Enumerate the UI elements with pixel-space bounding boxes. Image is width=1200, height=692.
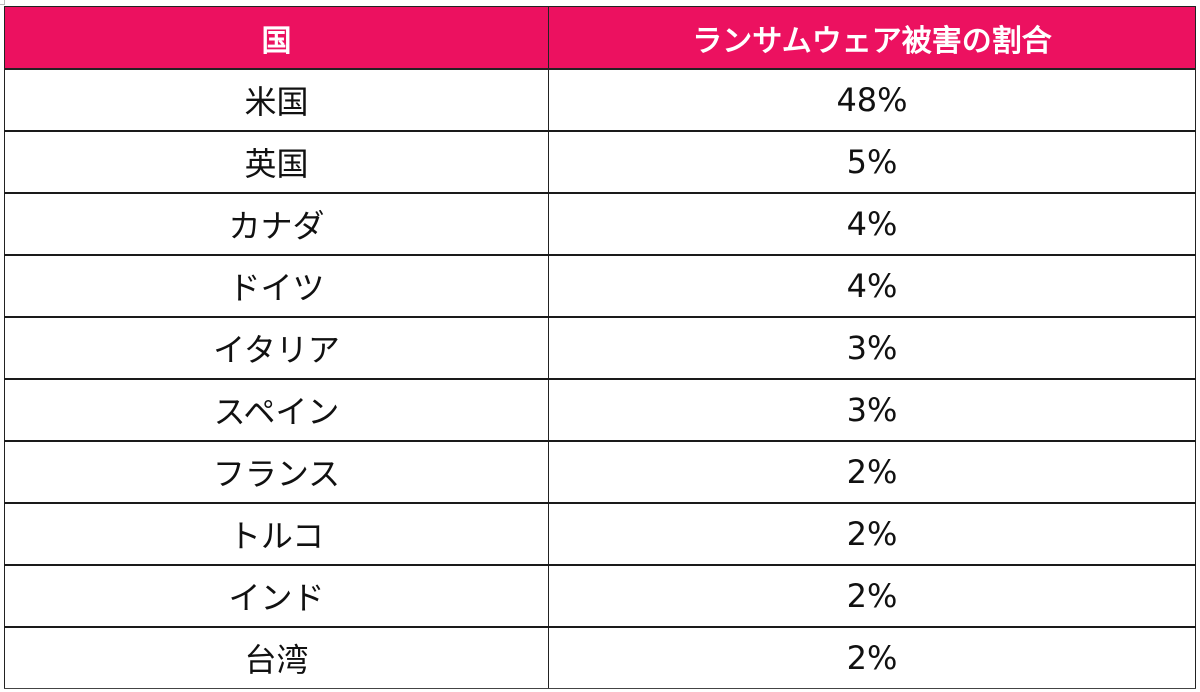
country-cell: ドイツ [4,255,549,318]
share-cell: 4% [548,255,1196,318]
share-cell: 4% [548,193,1196,256]
share-cell: 2% [548,441,1196,504]
table-row: 英国 5% [4,131,1196,194]
table-row: スペイン 3% [4,379,1196,442]
table-row: カナダ 4% [4,193,1196,256]
country-cell: スペイン [4,379,549,442]
country-cell: トルコ [4,503,549,566]
table-row: ドイツ 4% [4,255,1196,318]
share-cell: 2% [548,503,1196,566]
country-cell: 英国 [4,131,549,194]
share-cell: 5% [548,131,1196,194]
country-cell: 米国 [4,69,549,132]
header-country: 国 [4,6,549,70]
table-row: 米国 48% [4,69,1196,132]
country-cell: フランス [4,441,549,504]
share-cell: 3% [548,317,1196,380]
share-cell: 48% [548,69,1196,132]
corner-mark [0,0,5,5]
table-row: フランス 2% [4,441,1196,504]
country-cell: インド [4,565,549,628]
country-cell: 台湾 [4,627,549,689]
header-row: 国 ランサムウェア被害の割合 [4,6,1196,70]
ransomware-share-table: 国 ランサムウェア被害の割合 米国 48% 英国 5% カナダ 4% ドイツ 4… [4,6,1196,689]
table-row: トルコ 2% [4,503,1196,566]
share-cell: 2% [548,565,1196,628]
share-cell: 2% [548,627,1196,689]
table-container: 国 ランサムウェア被害の割合 米国 48% 英国 5% カナダ 4% ドイツ 4… [4,6,1196,689]
country-cell: カナダ [4,193,549,256]
table-row: 台湾 2% [4,627,1196,689]
table-row: インド 2% [4,565,1196,628]
country-cell: イタリア [4,317,549,380]
table-row: イタリア 3% [4,317,1196,380]
share-cell: 3% [548,379,1196,442]
header-share: ランサムウェア被害の割合 [548,6,1196,70]
